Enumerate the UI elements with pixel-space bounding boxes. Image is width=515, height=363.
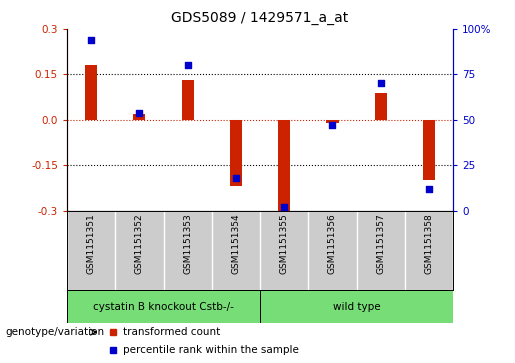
Text: cystatin B knockout Cstb-/-: cystatin B knockout Cstb-/- (93, 302, 234, 312)
Title: GDS5089 / 1429571_a_at: GDS5089 / 1429571_a_at (171, 11, 349, 25)
Text: GSM1151352: GSM1151352 (135, 213, 144, 274)
Bar (182, 81, 194, 120)
Text: GSM1151355: GSM1151355 (280, 213, 289, 274)
Text: percentile rank within the sample: percentile rank within the sample (123, 345, 299, 355)
Point (376, 81, 385, 86)
Text: GSM1151356: GSM1151356 (328, 213, 337, 274)
Bar (278, 120, 290, 211)
Text: transformed count: transformed count (123, 327, 220, 337)
Point (135, 110, 144, 115)
Point (87, 37, 95, 43)
Text: GSM1151353: GSM1151353 (183, 213, 192, 274)
Point (280, 204, 288, 210)
Text: GSM1151358: GSM1151358 (424, 213, 434, 274)
Bar (133, 114, 145, 120)
Point (232, 175, 240, 181)
Text: GSM1151354: GSM1151354 (231, 213, 241, 274)
Point (425, 186, 433, 192)
Text: GSM1151351: GSM1151351 (87, 213, 96, 274)
Text: genotype/variation: genotype/variation (5, 327, 104, 337)
Bar (260, 290, 453, 323)
Bar (85, 65, 97, 120)
Text: GSM1151357: GSM1151357 (376, 213, 385, 274)
Text: wild type: wild type (333, 302, 381, 312)
Bar (423, 120, 435, 180)
Bar (67, 290, 260, 323)
Bar (230, 120, 242, 186)
Point (329, 122, 337, 128)
Point (183, 62, 192, 68)
Bar (375, 93, 387, 120)
Bar (327, 120, 338, 123)
